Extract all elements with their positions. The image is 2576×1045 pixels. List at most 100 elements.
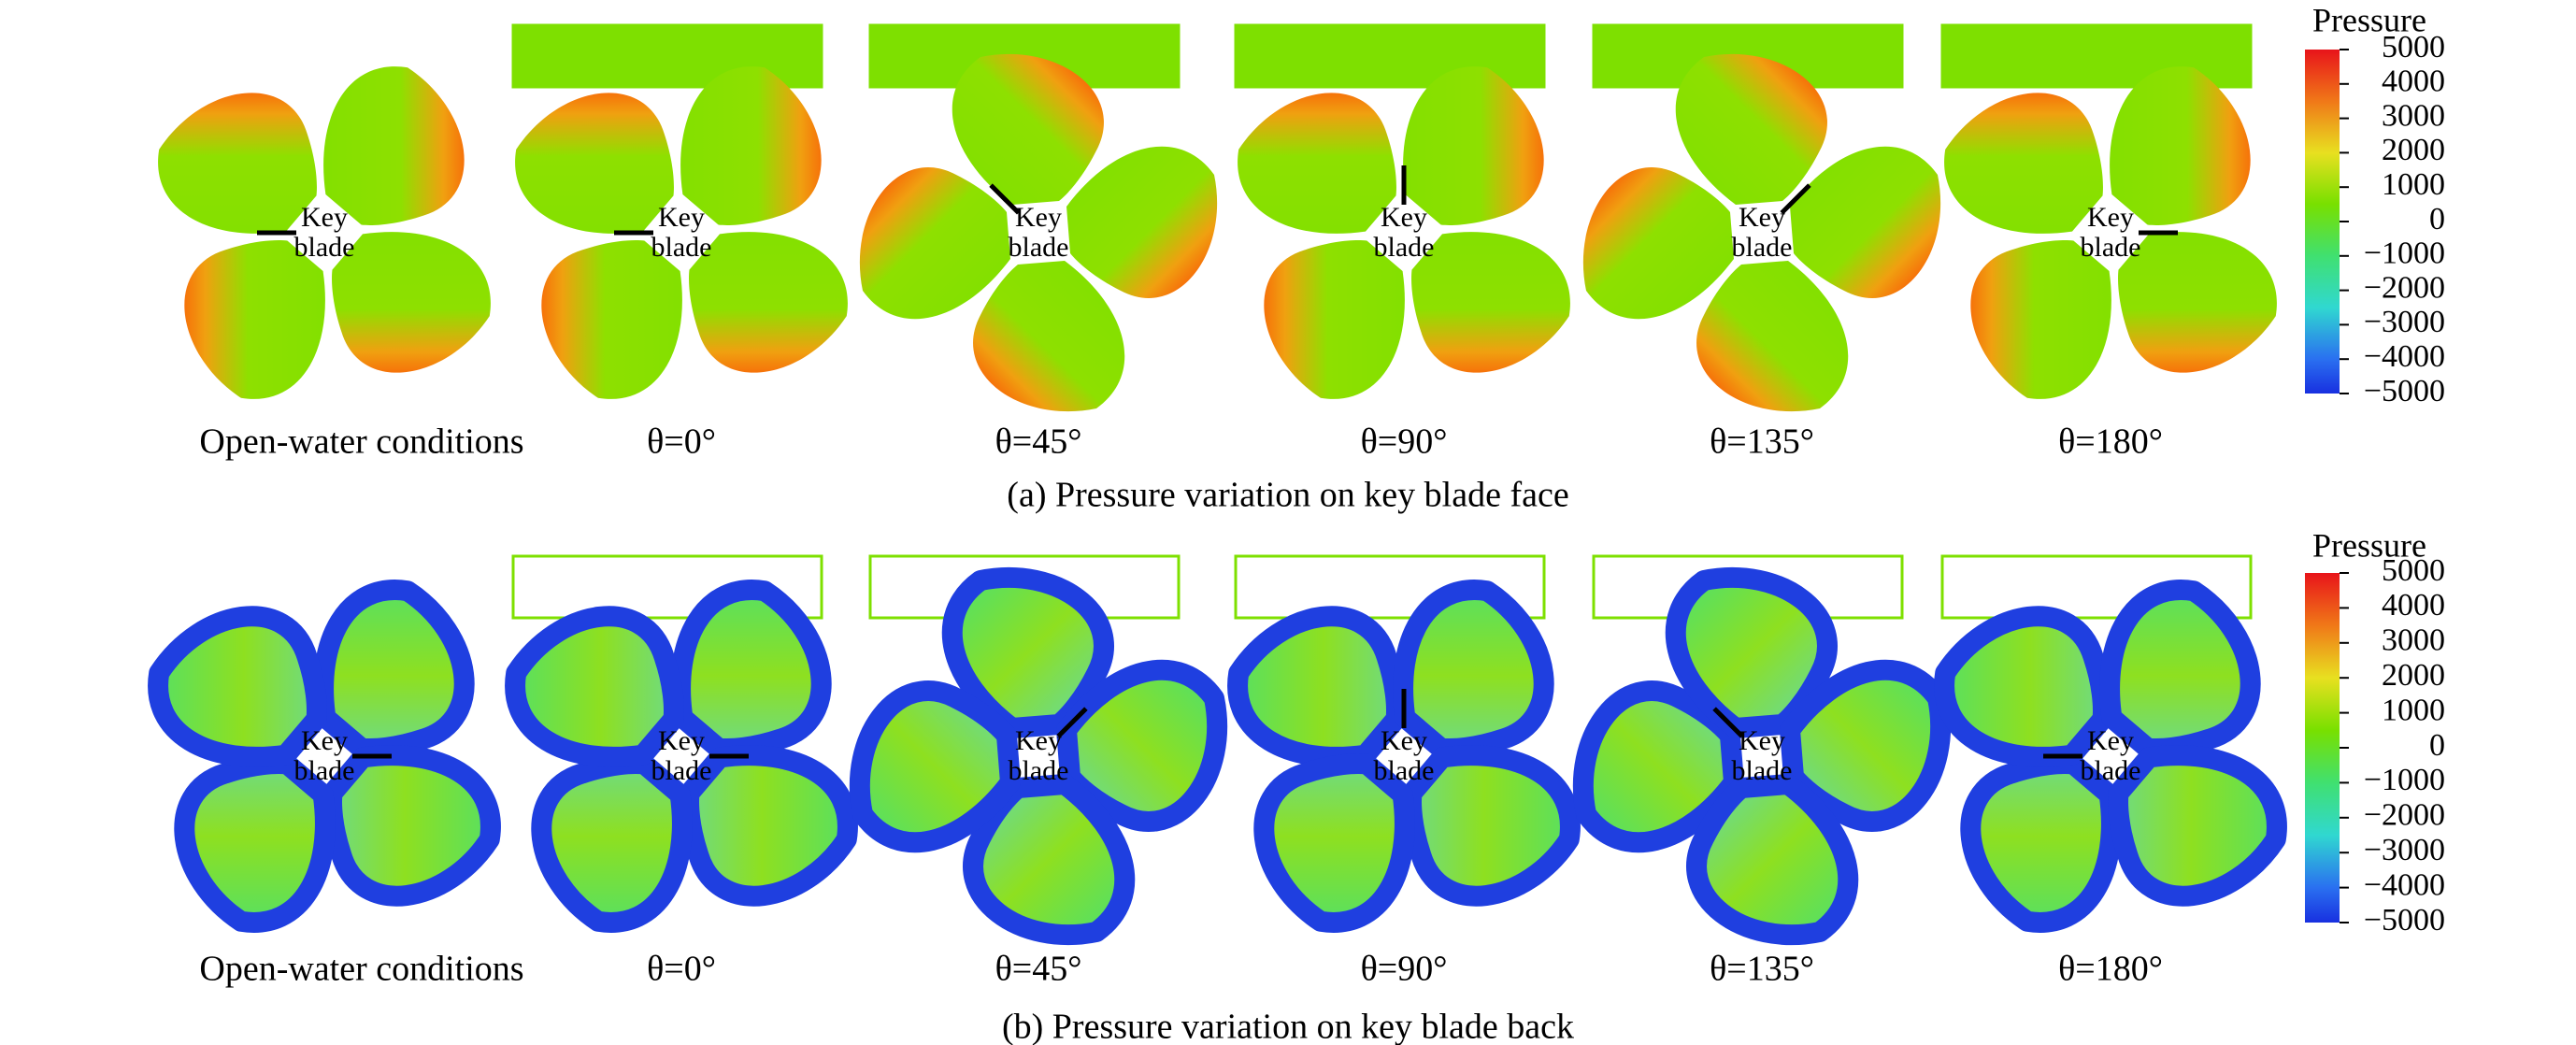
colorbar-title: Pressure: [2312, 1, 2426, 38]
key-blade-marker: [1712, 707, 1744, 738]
colorbar-tick-label: 5000: [2382, 553, 2445, 588]
colorbar-tick-label: 1000: [2382, 693, 2445, 727]
key-blade-label: blade: [2081, 755, 2141, 786]
key-blade-label: blade: [1374, 755, 1435, 786]
blade: [158, 93, 317, 234]
key-blade-label: Key: [2087, 202, 2134, 233]
blade: [2118, 232, 2277, 373]
panel-caption: (b) Pressure variation on key blade back: [1002, 1008, 1574, 1045]
view-label: θ=90°: [1361, 950, 1448, 989]
colorbar-tick-label: 3000: [2382, 98, 2445, 133]
blade: [2110, 66, 2251, 225]
colorbar-tick-label: −3000: [2364, 305, 2445, 339]
key-blade-marker: [1056, 707, 1088, 738]
view-label: θ=135°: [1710, 950, 1814, 989]
key-blade-label: Key: [658, 202, 705, 233]
propeller: [505, 580, 858, 933]
propeller: [849, 566, 1228, 946]
propeller: [1227, 580, 1581, 933]
blade: [323, 66, 465, 225]
colorbar-tick-label: 3000: [2382, 623, 2445, 658]
view-label: Open-water conditions: [199, 422, 523, 462]
blade: [1686, 774, 1859, 946]
colorbar-tick-label: −2000: [2364, 270, 2445, 305]
wake-region: [1940, 554, 2253, 620]
key-blade-label: blade: [1374, 232, 1435, 263]
key-blade-marker: [1780, 183, 1811, 215]
blade: [505, 606, 684, 767]
blade: [952, 53, 1104, 205]
blade: [1253, 753, 1415, 933]
key-blade-label: Key: [1739, 725, 1785, 756]
blade: [1411, 232, 1570, 373]
key-blade-marker: [989, 183, 1021, 215]
colorbar-tick-label: 5000: [2382, 30, 2445, 64]
blade: [541, 240, 682, 399]
colorbar-tick-label: 0: [2429, 202, 2445, 236]
key-blade-label: blade: [651, 755, 712, 786]
propeller: [158, 66, 491, 399]
colorbar-tick-label: 4000: [2382, 588, 2445, 623]
key-blade-label: blade: [1732, 755, 1793, 786]
blade: [1970, 240, 2111, 399]
propeller: [1572, 566, 1952, 946]
view-label: θ=90°: [1361, 422, 1448, 462]
key-blade-label: Key: [1381, 725, 1427, 756]
blade: [1582, 167, 1734, 320]
blade: [859, 167, 1010, 320]
colorbar-tick-label: 1000: [2382, 167, 2445, 202]
colorbar: [2305, 50, 2340, 394]
colorbar-tick-label: −1000: [2364, 763, 2445, 797]
blade: [184, 240, 325, 399]
blade: [332, 232, 491, 373]
view-label: θ=45°: [995, 950, 1082, 989]
blade: [973, 261, 1125, 412]
view-label: θ=0°: [647, 422, 716, 462]
colorbar-tick-label: −2000: [2364, 798, 2445, 833]
colorbar-tick-label: 2000: [2382, 133, 2445, 167]
blade: [680, 66, 822, 225]
propeller: [1238, 66, 1570, 399]
key-blade-label: blade: [294, 232, 355, 263]
key-blade-label: blade: [1009, 232, 1069, 263]
key-blade-label: blade: [2081, 232, 2141, 263]
colorbar-tick-label: −5000: [2364, 903, 2445, 938]
wake-region: [1234, 554, 1546, 620]
blade: [1238, 93, 1396, 234]
view-label: θ=180°: [2058, 422, 2163, 462]
panel-caption: (a) Pressure variation on key blade face: [1007, 476, 1568, 515]
blade: [1403, 66, 1544, 225]
view-label: θ=45°: [995, 422, 1082, 462]
blade: [1944, 93, 2103, 234]
view-label: Open-water conditions: [199, 950, 523, 989]
key-blade-label: blade: [1732, 232, 1793, 263]
colorbar-tick-label: 4000: [2382, 64, 2445, 99]
colorbar-tick-label: 0: [2429, 728, 2445, 763]
key-blade-label: blade: [651, 232, 712, 263]
view-label: θ=0°: [647, 950, 716, 989]
blade: [849, 680, 1021, 853]
propeller: [148, 580, 501, 933]
propeller: [1944, 66, 2277, 399]
key-blade-label: Key: [1015, 202, 1062, 233]
propeller: [515, 66, 848, 399]
colorbar-tick-label: −3000: [2364, 833, 2445, 867]
key-blade-label: blade: [294, 755, 355, 786]
colorbar-tick-label: −4000: [2364, 339, 2445, 374]
colorbar-tick-label: −5000: [2364, 374, 2445, 408]
key-blade-label: Key: [1739, 202, 1785, 233]
key-blade-label: Key: [301, 202, 348, 233]
key-blade-label: Key: [658, 725, 705, 756]
colorbar-tick-label: −1000: [2364, 236, 2445, 271]
propeller: [1934, 580, 2287, 933]
blade: [515, 93, 674, 234]
propeller: [859, 53, 1218, 412]
key-blade-label: Key: [1015, 725, 1062, 756]
key-blade-label: blade: [1009, 755, 1069, 786]
blade: [1790, 146, 1941, 298]
key-blade-label: Key: [1381, 202, 1427, 233]
blade: [1066, 146, 1218, 298]
blade: [2108, 745, 2287, 907]
